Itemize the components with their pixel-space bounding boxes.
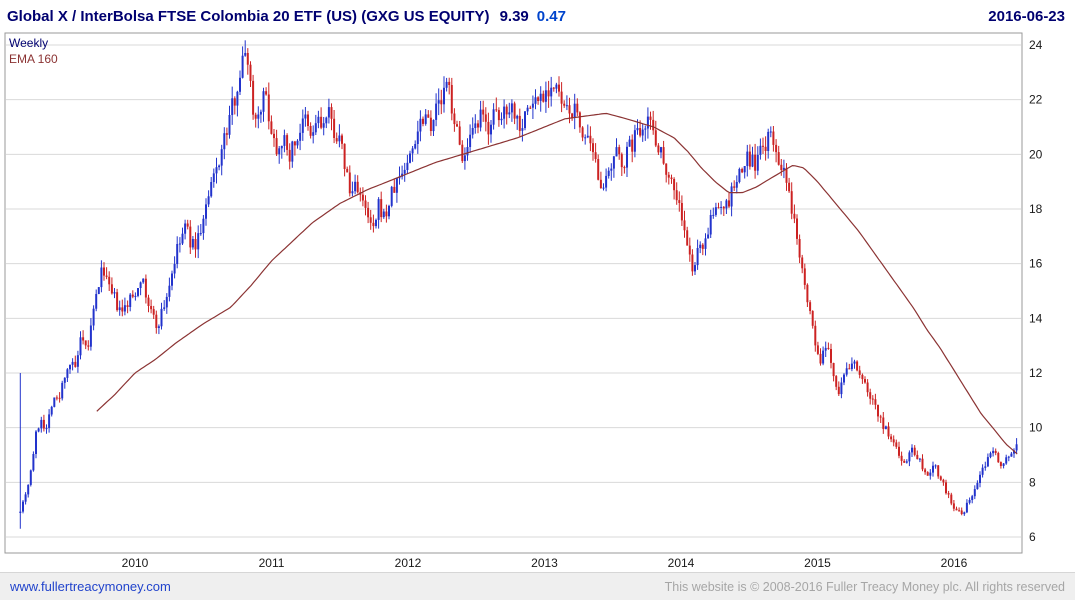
- x-axis-label: 2013: [531, 556, 558, 570]
- legend-ema-label: EMA 160: [9, 52, 58, 66]
- x-axis-label: 2012: [395, 556, 422, 570]
- candlestick-series: [19, 40, 1018, 529]
- website-link[interactable]: www.fullertreacymoney.com: [10, 579, 171, 594]
- y-axis-label: 10: [1029, 421, 1043, 435]
- y-axis-label: 16: [1029, 257, 1043, 271]
- y-axis-label: 8: [1029, 475, 1036, 489]
- x-axis-labels: 2010 2011 2012 2013 2014 2015 2016: [122, 556, 968, 570]
- y-axis-label: 18: [1029, 202, 1043, 216]
- price-change: 0.47: [536, 7, 566, 25]
- y-axis-label: 12: [1029, 366, 1043, 380]
- copyright-text: This website is © 2008-2016 Fuller Treac…: [664, 579, 1065, 594]
- plot-frame: [4, 32, 1023, 554]
- x-axis-label: 2014: [668, 556, 695, 570]
- x-axis-label: 2016: [941, 556, 968, 570]
- y-axis-label: 24: [1029, 38, 1043, 52]
- y-axis-label: 14: [1029, 311, 1043, 325]
- chart-area: 6 8 10 12 14 16 18 20 22 24 2010 2011 2012 2013 2014 20…: [0, 32, 1075, 572]
- y-axis-label: 6: [1029, 530, 1036, 544]
- y-axis-label: 20: [1029, 147, 1043, 161]
- y-axis-label: 22: [1029, 93, 1043, 107]
- x-axis-label: 2010: [122, 556, 149, 570]
- x-axis-label: 2015: [804, 556, 831, 570]
- gridlines: 6 8 10 12 14 16 18 20 22 24: [6, 38, 1043, 544]
- footer: www.fullertreacymoney.com This website i…: [0, 572, 1075, 600]
- legend-timeframe: Weekly: [9, 36, 48, 50]
- last-price: 9.39: [499, 7, 529, 25]
- ema-line: [96, 112, 1018, 455]
- chart-header: Global X / InterBolsa FTSE Colombia 20 E…: [0, 0, 1075, 32]
- chart-title: Global X / InterBolsa FTSE Colombia 20 E…: [7, 7, 490, 25]
- x-axis-label: 2011: [259, 556, 285, 570]
- quote-date: 2016-06-23: [988, 7, 1065, 25]
